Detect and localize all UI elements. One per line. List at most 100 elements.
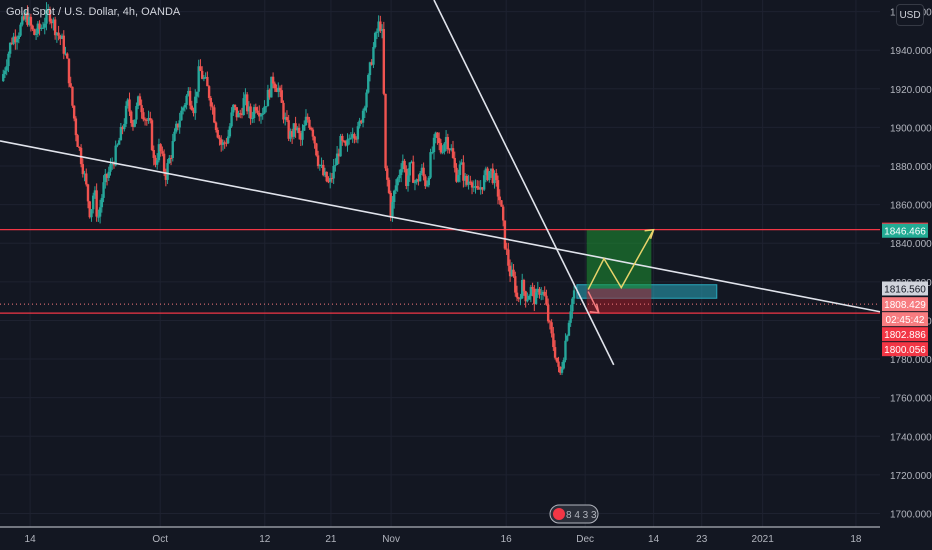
- candle-body: [232, 104, 235, 113]
- candle-body: [26, 12, 29, 25]
- candle-body: [154, 157, 157, 165]
- events-icon: 8 4 3 3: [549, 504, 599, 524]
- candle-body: [228, 126, 232, 137]
- candle-body: [245, 94, 249, 112]
- price-tick: 1900.000: [890, 123, 932, 134]
- candle-body: [325, 171, 328, 182]
- candle-body: [81, 164, 85, 175]
- candle-body: [21, 16, 24, 25]
- candle-body: [168, 157, 171, 164]
- candle-body: [569, 311, 572, 323]
- candle-body: [195, 91, 199, 97]
- candle-body: [550, 322, 553, 334]
- candle-body: [93, 190, 97, 196]
- candle-body: [259, 114, 263, 117]
- candle-body: [457, 174, 460, 182]
- candle-body: [268, 89, 271, 98]
- candle-body: [175, 123, 178, 132]
- candle-body: [503, 220, 507, 249]
- candle-body: [36, 23, 40, 34]
- price-tick: 1780.000: [890, 355, 932, 366]
- candle-body: [31, 25, 34, 30]
- candle-body: [368, 62, 372, 76]
- candle-body: [495, 173, 498, 181]
- candle-body: [150, 120, 154, 151]
- candle-body: [180, 110, 183, 121]
- candle-body: [301, 130, 304, 140]
- time-tick: Oct: [152, 534, 168, 545]
- candle-body: [418, 173, 422, 182]
- candle-body: [320, 164, 323, 166]
- candle-body: [8, 42, 12, 54]
- price-label: 1846.466: [884, 227, 926, 238]
- candle-body: [361, 110, 365, 123]
- candle-body: [287, 120, 290, 139]
- candle-body: [406, 175, 410, 187]
- candle-body: [136, 96, 140, 107]
- candle-body: [239, 113, 242, 115]
- candle-body: [169, 157, 173, 159]
- candle-body: [83, 173, 86, 175]
- price-label: 1800.056: [884, 345, 926, 356]
- candle-body: [211, 106, 214, 108]
- candle-body: [40, 27, 43, 29]
- candle-body: [98, 207, 102, 217]
- candle-body: [450, 148, 453, 150]
- candle-body: [297, 127, 301, 134]
- candle-body: [216, 130, 219, 138]
- candle-body: [567, 322, 571, 336]
- price-tick: 1740.000: [890, 432, 932, 443]
- candle-body: [285, 117, 289, 121]
- price-tick: 1720.000: [890, 471, 932, 482]
- candle-body: [432, 137, 436, 153]
- candle-body: [67, 58, 71, 84]
- candle-body: [489, 168, 493, 172]
- candle-body: [472, 186, 475, 188]
- candle-body: [121, 126, 124, 130]
- candle-body: [377, 21, 380, 32]
- candle-body: [422, 167, 425, 177]
- candle-body: [521, 280, 524, 299]
- time-tick: 18: [850, 534, 862, 545]
- price-tick: 1940.000: [890, 46, 932, 57]
- candle-body: [335, 153, 339, 166]
- candle-body: [34, 33, 38, 35]
- candle-body: [152, 150, 155, 158]
- candle-body: [130, 111, 133, 124]
- candle-body: [12, 36, 15, 44]
- candle-body: [526, 299, 529, 302]
- candle-body: [533, 288, 536, 305]
- price-label: 1816.560: [884, 284, 926, 295]
- candle-body: [19, 24, 22, 36]
- price-tick: 1880.000: [890, 162, 932, 173]
- time-tick: 14: [25, 534, 37, 545]
- candle-body: [484, 168, 488, 176]
- candle-body: [131, 123, 135, 127]
- time-tick: Nov: [382, 534, 400, 545]
- currency-badge[interactable]: USD: [896, 4, 924, 26]
- trend-line: [0, 140, 881, 313]
- candle-body: [145, 119, 149, 121]
- candle-body: [88, 201, 91, 218]
- price-tick: 1840.000: [890, 239, 932, 250]
- candle-body: [220, 139, 223, 145]
- candle-body: [367, 75, 370, 93]
- candle-body: [486, 168, 489, 181]
- candle-body: [194, 96, 197, 114]
- candle-body: [543, 291, 546, 296]
- price-label-bg: [882, 342, 928, 357]
- candle-body: [425, 185, 429, 187]
- candle-body: [309, 127, 313, 130]
- candle-body: [476, 186, 479, 189]
- candle-body: [460, 162, 463, 165]
- candle-body: [47, 9, 50, 11]
- candle-body: [391, 202, 394, 217]
- candle-body: [178, 120, 181, 128]
- candle-body: [242, 98, 245, 116]
- candle-body: [354, 138, 358, 140]
- candle-body: [389, 192, 392, 217]
- candle-body: [273, 83, 277, 89]
- candle-body: [247, 106, 251, 112]
- candle-body: [360, 120, 363, 123]
